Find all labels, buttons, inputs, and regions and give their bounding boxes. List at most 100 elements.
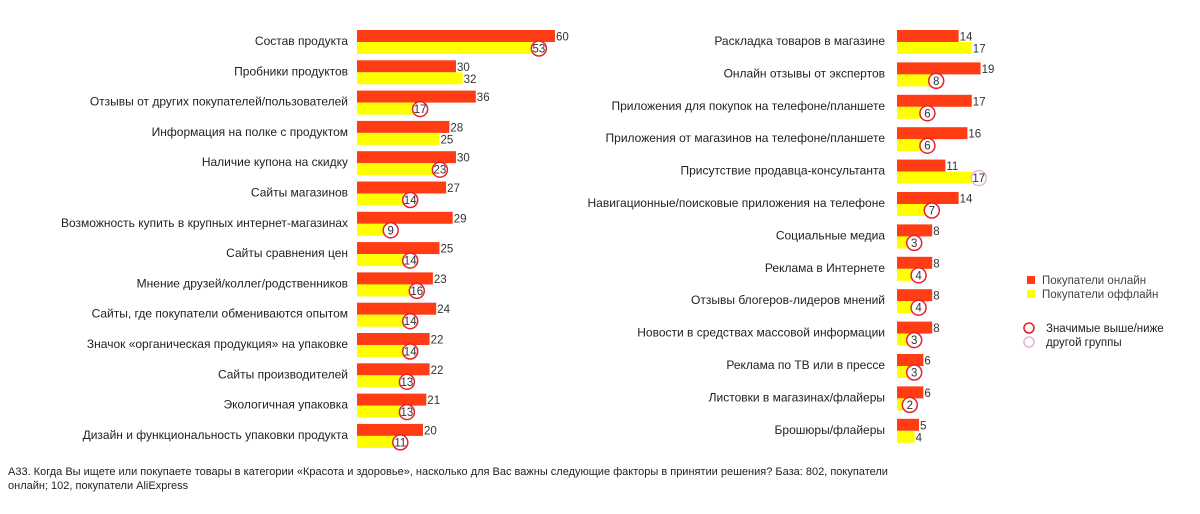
bar-online	[897, 321, 933, 334]
significance-circle	[401, 312, 419, 330]
legend-circle-significant-red	[1023, 322, 1035, 334]
bar-online	[897, 62, 981, 75]
category-label: Состав продукта	[255, 34, 348, 48]
category-label: Сайты производителей	[218, 367, 348, 381]
data-label: 14	[404, 195, 417, 207]
data-label: 4	[915, 303, 922, 315]
data-label: 6	[924, 108, 930, 120]
data-label: 8	[933, 76, 939, 88]
data-label: 13	[401, 377, 414, 389]
category-label: Раскладка товаров в магазине	[714, 34, 885, 48]
significance-circle	[411, 100, 429, 118]
significance-circle	[910, 267, 927, 284]
bar-online	[897, 94, 972, 107]
bar-online	[357, 151, 456, 164]
bar-online	[357, 30, 555, 42]
bar-offline	[897, 204, 928, 216]
data-label: 6	[924, 356, 930, 368]
significance-circle	[398, 373, 416, 391]
significance-circle	[431, 161, 449, 178]
bar-offline	[357, 435, 394, 448]
bar-online	[357, 90, 476, 103]
significance-circle	[923, 202, 941, 219]
bar-online	[357, 120, 450, 133]
data-label: 16	[410, 286, 423, 298]
data-label: 24	[437, 304, 450, 316]
significance-circle	[401, 191, 419, 209]
significance-circle	[901, 396, 919, 414]
data-label: 22	[431, 365, 444, 377]
significance-circle	[927, 72, 945, 90]
bar-online	[357, 242, 440, 255]
bar-online	[897, 159, 946, 172]
bar-offline	[897, 430, 915, 443]
data-label: 32	[464, 74, 477, 86]
significance-circle	[910, 299, 927, 316]
category-label: Присутствие продавца-консультанта	[680, 164, 885, 178]
data-label: 4	[916, 432, 923, 444]
category-label: Мнение друзей/коллег/родственников	[137, 276, 348, 290]
legend-circle-significant-pink	[1023, 336, 1035, 348]
bar-offline	[357, 42, 532, 54]
significance-circle	[905, 364, 923, 381]
bar-online	[357, 211, 453, 224]
bar-online	[897, 127, 968, 140]
bar-offline	[357, 405, 400, 418]
category-label: Экологичная упаковка	[224, 398, 349, 412]
data-label: 8	[933, 291, 939, 303]
data-label: 11	[394, 437, 406, 449]
data-label: 8	[933, 226, 939, 238]
footnote: А33. Когда Вы ищете или покупаете товары…	[8, 466, 888, 492]
data-label: 22	[431, 335, 444, 347]
category-label: Возможность купить в крупных интернет-ма…	[61, 216, 348, 230]
data-label: 19	[982, 64, 995, 76]
category-label: Приложения для покупок на телефоне/планш…	[611, 99, 885, 113]
data-label: 9	[387, 225, 393, 237]
data-label: 3	[911, 368, 917, 380]
bar-offline	[897, 171, 972, 184]
data-label: 25	[441, 244, 454, 256]
category-label: Отзывы от других покупателей/пользовател…	[90, 95, 348, 109]
category-label: Отзывы блогеров-лидеров мнений	[691, 293, 885, 307]
category-label: Сайты магазинов	[251, 186, 348, 200]
bar-offline	[897, 398, 906, 411]
data-label: 30	[457, 153, 470, 165]
data-label: 27	[447, 183, 460, 195]
category-label: Брошюры/флайеры	[775, 423, 885, 437]
legend-swatch-offline	[1027, 290, 1035, 298]
legend-label-significant-2: другой группы	[1046, 337, 1122, 349]
data-label: 36	[477, 92, 490, 104]
bar-online	[897, 289, 933, 302]
bar-offline	[897, 301, 915, 314]
legend-swatch-online	[1027, 276, 1035, 284]
bar-offline	[357, 345, 404, 357]
bar-offline	[357, 72, 463, 85]
category-label: Сайты сравнения цен	[226, 246, 348, 260]
bar-offline	[357, 193, 404, 206]
data-label: 16	[968, 129, 981, 141]
data-label: 14	[960, 32, 973, 44]
significance-circle	[392, 434, 409, 451]
bar-online	[357, 181, 447, 194]
bar-offline	[357, 284, 410, 297]
bar-offline	[357, 223, 387, 236]
data-label: 8	[933, 323, 939, 335]
data-label: 53	[533, 44, 546, 56]
data-label: 3	[911, 335, 917, 347]
bar-offline	[357, 163, 433, 176]
data-label: 8	[933, 258, 939, 270]
category-label: Наличие купона на скидку	[202, 155, 348, 169]
significance-circle	[401, 343, 419, 360]
category-label: Приложения от магазинов на телефоне/план…	[606, 131, 886, 145]
category-label: Реклама в Интернете	[765, 261, 885, 275]
bar-offline	[897, 106, 924, 119]
data-label: 11	[946, 161, 958, 173]
category-label: Онлайн отзывы от экспертов	[724, 66, 885, 80]
bar-online	[357, 333, 430, 345]
bar-online	[897, 354, 924, 366]
data-label: 23	[434, 165, 447, 177]
data-label: 2	[907, 400, 913, 412]
